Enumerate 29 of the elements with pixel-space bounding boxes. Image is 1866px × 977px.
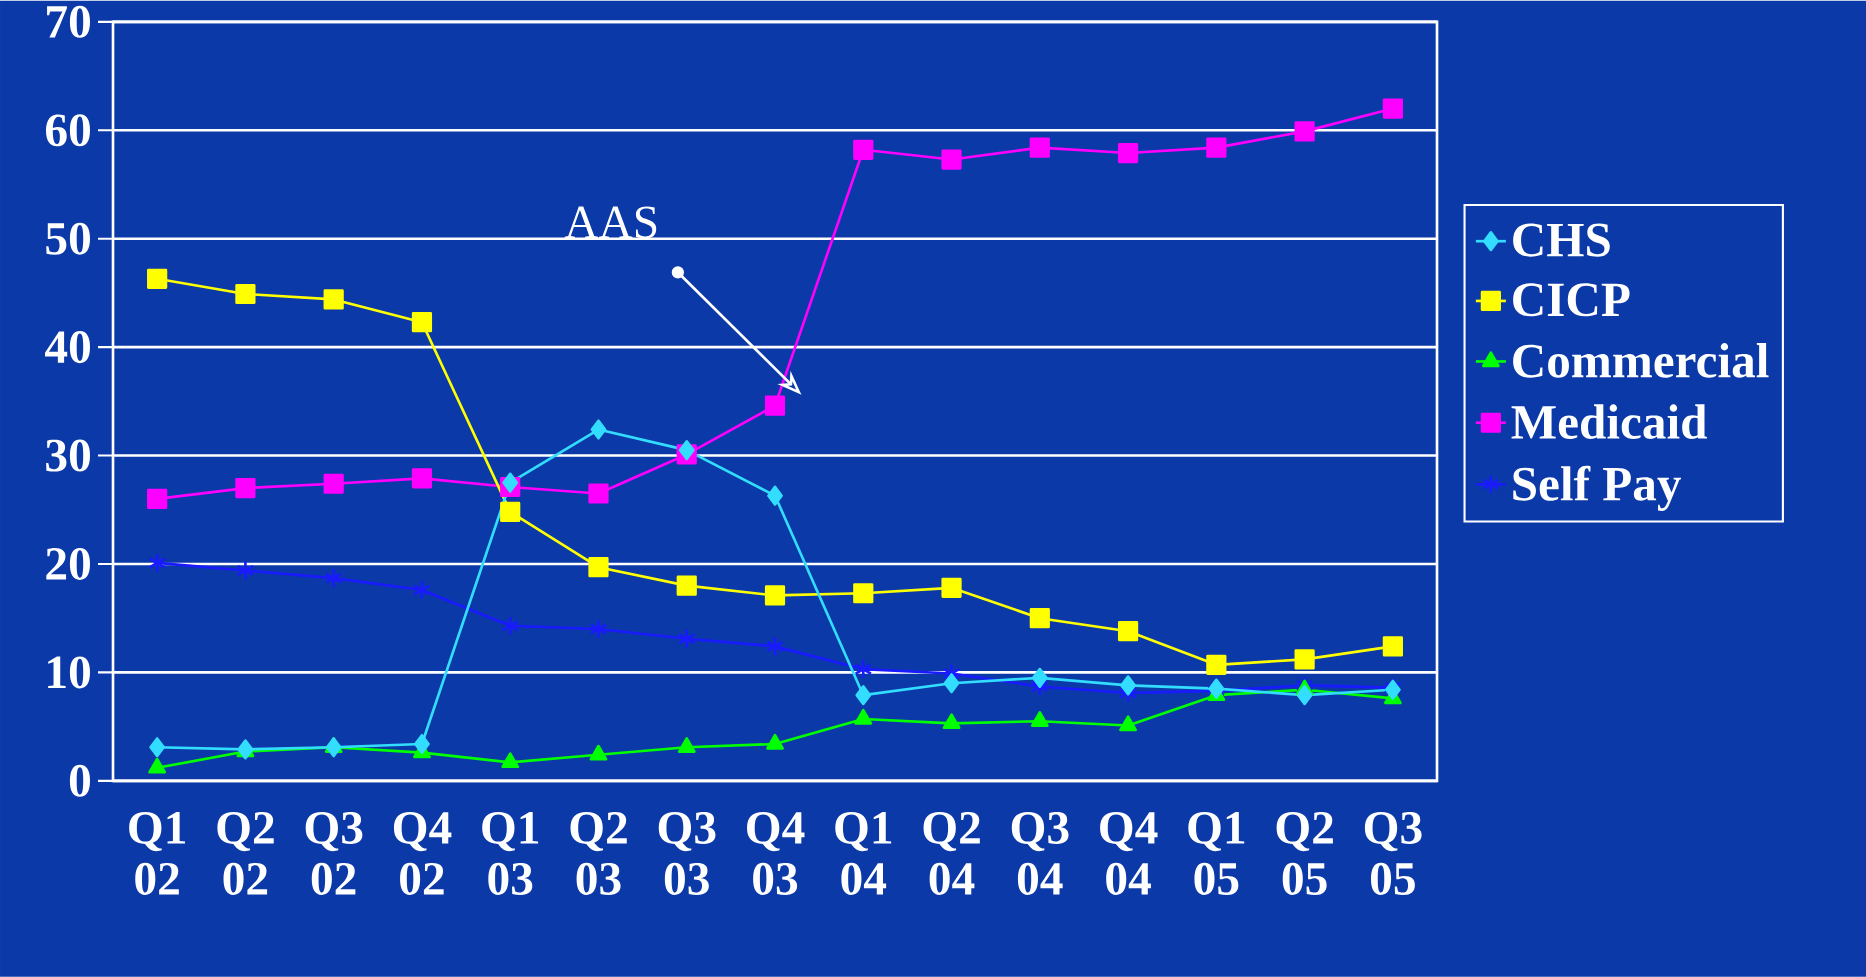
y-tick-label: 70 <box>47 5 90 38</box>
y-tick-label: 40 <box>45 331 90 364</box>
x-tick-label: Q2 02 <box>217 812 274 895</box>
legend-label: Medicaid <box>1511 404 1707 440</box>
legend-label: Commercial <box>1513 343 1769 378</box>
legend-label: Self Pay <box>1513 465 1681 512</box>
x-tick-label: Q3 05 <box>1364 812 1422 895</box>
x-tick-label: Q3 03 <box>658 812 716 895</box>
x-tick-label: Q1 03 <box>482 812 539 895</box>
y-tick-label: 50 <box>46 222 90 255</box>
x-tick-label: Q1 04 <box>835 812 892 895</box>
y-tick-label: 20 <box>46 548 90 581</box>
x-tick-label: Q2 05 <box>1276 812 1333 895</box>
y-tick-label: 0 <box>69 764 90 797</box>
y-tick-label: 60 <box>45 114 90 147</box>
x-tick-label: Q2 04 <box>923 812 980 895</box>
x-tick-label: Q4 04 <box>1100 812 1158 895</box>
x-tick-label: Q3 02 <box>305 812 363 895</box>
x-tick-label: Q1 02 <box>129 812 186 895</box>
legend-label: CICP <box>1513 283 1630 317</box>
y-tick-label: 30 <box>46 439 90 472</box>
legend-label: CHS <box>1513 223 1610 257</box>
x-tick-label: Q3 04 <box>1011 812 1069 895</box>
annotation: AAS <box>564 206 657 239</box>
y-tick-label: 10 <box>48 656 90 689</box>
x-tick-label: Q4 02 <box>393 812 452 895</box>
x-tick-label: Q1 05 <box>1188 812 1245 895</box>
x-tick-label: Q4 03 <box>747 812 805 895</box>
x-tick-label: Q2 03 <box>570 812 627 895</box>
